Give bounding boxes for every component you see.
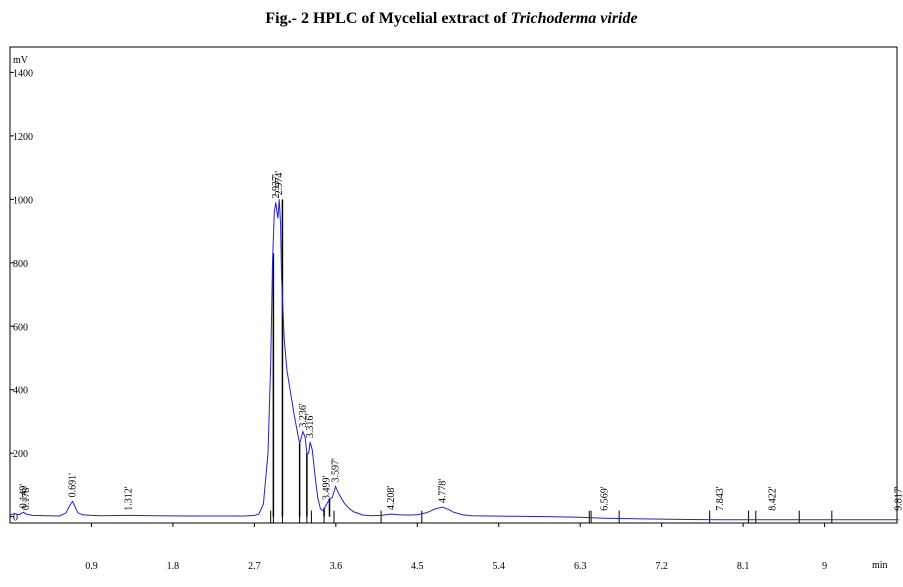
x-axis: 0.9 1.8 2.7 3.6 4.5 5.4 6.3 7.2 8.1 9 [85, 523, 827, 572]
peak-label: 4.778' [438, 479, 449, 504]
y-tick-label: 1400 [13, 68, 33, 79]
x-tick-label: 6.3 [574, 561, 587, 572]
peak-label: 8.422' [767, 486, 778, 511]
peak-label: 0.691' [68, 473, 79, 498]
x-axis-label: min [872, 560, 888, 571]
peak-label: 4.208' [386, 486, 397, 511]
y-tick-label: 0 [13, 513, 18, 524]
peak-label: 7.843' [715, 486, 726, 511]
y-tick-label: 400 [13, 386, 28, 397]
y-tick-label: 1000 [13, 195, 33, 206]
peak-label: 9.817' [894, 486, 903, 511]
peak-label: 3.236' [298, 403, 309, 428]
x-tick-label: 8.1 [737, 561, 750, 572]
peak-label: 0.178' [21, 486, 32, 511]
peak-labels: 0.149'0.178' 0.691' 1.312' 2.937'2.974' 3.23… [19, 171, 903, 511]
peak-label: 6.569' [600, 486, 611, 511]
figure-title-species: Trichoderma viride [510, 10, 638, 27]
plot-frame [9, 46, 898, 524]
peak-label: 3.499' [322, 476, 333, 501]
x-tick-label: 4.5 [411, 561, 424, 572]
y-tick-label: 200 [13, 449, 28, 460]
peak-drop-lines [272, 199, 331, 517]
y-tick-label: 1200 [13, 132, 33, 143]
integration-marks [270, 510, 898, 523]
x-tick-label: 3.6 [330, 561, 343, 572]
x-tick-label: 1.8 [167, 561, 180, 572]
y-tick-label: 800 [13, 259, 28, 270]
x-tick-label: 2.7 [248, 561, 261, 572]
x-tick-label: 0.9 [85, 561, 98, 572]
y-axis: 1400 1200 1000 800 600 400 200 0 [10, 68, 33, 524]
peak-label: 2.974' [274, 171, 285, 196]
y-axis-label: mV [13, 55, 29, 66]
peak-label: 1.312' [124, 486, 135, 511]
x-tick-label: 5.4 [493, 561, 506, 572]
chromatogram-line [9, 199, 899, 521]
peak-label: 3.597' [331, 458, 342, 483]
x-tick-label: 9 [822, 561, 827, 572]
x-tick-label: 7.2 [655, 561, 668, 572]
peak-label: 0.149' [19, 484, 30, 509]
figure-title-prefix: Fig.- 2 HPLC of Mycelial extract of [265, 10, 511, 27]
peak-label: 2.937' [271, 174, 282, 199]
y-tick-label: 600 [13, 322, 28, 333]
peak-label: 3.316' [305, 414, 316, 439]
figure-title: Fig.- 2 HPLC of Mycelial extract of Tric… [0, 10, 903, 28]
